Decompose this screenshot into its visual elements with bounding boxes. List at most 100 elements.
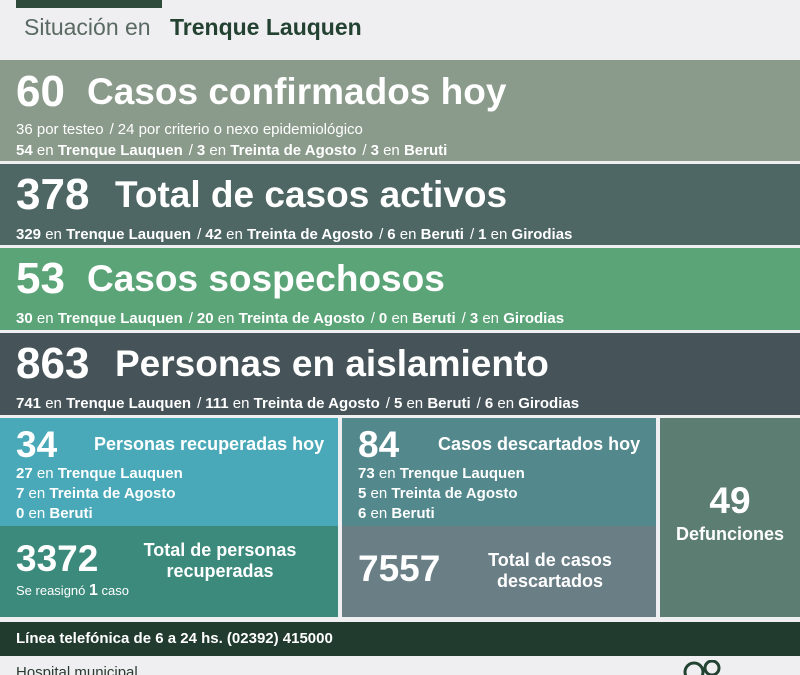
isolation-ta-count: 111 xyxy=(205,395,229,412)
deaths-count: 49 xyxy=(709,480,751,521)
active-band: 378 Total de casos activos 329 en Trenqu… xyxy=(0,164,800,245)
header-prefix: Situación en xyxy=(24,14,151,40)
place-en: en xyxy=(370,505,388,522)
reassigned-note: Se reasignó 1 caso xyxy=(16,582,129,600)
place-tl: Trenque Lauquen xyxy=(66,395,192,412)
place-en: en xyxy=(28,485,46,502)
active-count: 378 xyxy=(16,170,90,219)
place-ta: Treinta de Agosto xyxy=(230,142,357,159)
discarded-today-title: Casos descartados hoy xyxy=(438,434,641,454)
top-accent-bar xyxy=(16,0,162,8)
place-beruti: Beruti xyxy=(391,505,435,522)
place-ta: Treinta de Agosto xyxy=(246,226,374,243)
header: Situación en Trenque Lauquen xyxy=(0,0,800,60)
reassigned-count: 1 xyxy=(89,582,98,599)
phone-text: Línea telefónica de 6 a 24 hs. (02392) 4… xyxy=(16,630,333,647)
place-en: en xyxy=(36,465,54,482)
recovered-today-beruti: 0 en Beruti xyxy=(16,505,93,522)
recovered-tl-count: 27 xyxy=(16,465,33,482)
place-ta: Treinta de Agosto xyxy=(238,310,365,327)
place-en: en xyxy=(209,142,227,159)
place-en: en xyxy=(36,142,54,159)
separator: / xyxy=(385,395,390,412)
place-beruti: Beruti xyxy=(420,226,464,243)
place-beruti: Beruti xyxy=(412,310,456,327)
active-beruti-count: 6 xyxy=(387,226,396,243)
confirmed-count: 60 xyxy=(16,67,65,116)
place-en: en xyxy=(45,226,62,243)
place-en: en xyxy=(226,226,243,243)
recovered-total-label-2: recuperadas xyxy=(166,561,274,581)
reassigned-pre: Se reasignó xyxy=(16,583,86,598)
place-en: en xyxy=(482,310,500,327)
active-breakdown: 329 en Trenque Lauquen/42 en Treinta de … xyxy=(16,226,572,243)
separator: / xyxy=(109,121,114,138)
discarded-today-count: 84 xyxy=(358,424,400,465)
confirmed-tl-count: 54 xyxy=(16,142,33,159)
discarded-total-count: 7557 xyxy=(358,548,441,589)
recovered-today-box: 34 Personas recuperadas hoy 27 en Trenqu… xyxy=(0,418,338,526)
suspected-title: Casos sospechosos xyxy=(87,258,445,299)
active-ta-count: 42 xyxy=(205,226,222,243)
deaths-box: 49 Defunciones xyxy=(660,418,800,617)
separator: / xyxy=(370,310,375,327)
place-en: en xyxy=(497,395,515,412)
discarded-total-box: 7557 Total de casos descartados xyxy=(342,526,656,617)
isolation-title: Personas en aislamiento xyxy=(115,343,549,384)
active-girodias-count: 1 xyxy=(478,226,487,243)
confirmed-by-test: 36 por testeo xyxy=(16,121,104,138)
separator: / xyxy=(197,395,202,412)
isolation-count: 863 xyxy=(16,339,90,388)
discarded-total-label: Total de casos descartados xyxy=(468,550,632,592)
place-ta: Treinta de Agosto xyxy=(253,395,380,412)
discarded-today-box: 84 Casos descartados hoy 73 en Trenque L… xyxy=(342,418,656,526)
confirmed-title: Casos confirmados hoy xyxy=(87,71,507,112)
phone-bar: Línea telefónica de 6 a 24 hs. (02392) 4… xyxy=(0,622,800,656)
recovered-total-count: 3372 xyxy=(16,538,99,579)
recovered-today-title: Personas recuperadas hoy xyxy=(94,434,325,454)
place-en: en xyxy=(406,395,424,412)
place-en: en xyxy=(391,310,409,327)
active-tl-count: 329 xyxy=(16,226,42,243)
confirmed-by-criteria: 24 por criterio o nexo epidemiológico xyxy=(117,121,363,138)
place-tl: Trenque Lauquen xyxy=(57,142,183,159)
suspected-tl-count: 30 xyxy=(16,310,33,327)
place-en: en xyxy=(370,485,388,502)
footer-text: Hospital municipal xyxy=(16,664,138,675)
place-en: en xyxy=(383,142,400,159)
place-beruti: Beruti xyxy=(403,142,448,159)
place-en: en xyxy=(378,465,396,482)
recovered-today-ta: 7 en Treinta de Agosto xyxy=(16,485,176,502)
confirmed-breakdown-type: 36 por testeo /24 por criterio o nexo epi… xyxy=(16,121,363,138)
discarded-today-beruti: 6 en Beruti xyxy=(358,505,435,522)
separator: / xyxy=(469,226,475,243)
place-tl: Trenque Lauquen xyxy=(399,465,525,482)
place-tl: Trenque Lauquen xyxy=(57,310,183,327)
separator: / xyxy=(197,226,202,243)
separator: / xyxy=(188,142,193,159)
isolation-girodias-count: 6 xyxy=(484,395,494,412)
isolation-breakdown: 741 en Trenque Lauquen/111 en Treinta de… xyxy=(16,395,579,412)
place-girodias: Girodias xyxy=(518,395,580,412)
place-girodias: Girodias xyxy=(503,310,565,327)
reassigned-post: caso xyxy=(101,583,130,598)
place-en: en xyxy=(232,395,250,412)
place-ta: Treinta de Agosto xyxy=(391,485,518,502)
recovered-ta-count: 7 xyxy=(16,485,25,502)
isolation-beruti-count: 5 xyxy=(393,395,403,412)
discarded-today-ta: 5 en Treinta de Agosto xyxy=(358,485,518,502)
separator: / xyxy=(476,395,481,412)
suspected-breakdown: 30 en Trenque Lauquen/20 en Treinta de A… xyxy=(16,310,564,327)
discarded-total-label-2: descartados xyxy=(496,571,604,591)
place-beruti: Beruti xyxy=(49,505,93,522)
place-ta: Treinta de Agosto xyxy=(49,485,176,502)
place-en: en xyxy=(36,310,54,327)
place-en: en xyxy=(217,310,235,327)
suspected-beruti-count: 0 xyxy=(378,310,388,327)
discarded-ta-count: 5 xyxy=(358,485,367,502)
suspected-girodias-count: 3 xyxy=(469,310,479,327)
separator: / xyxy=(461,310,466,327)
recovered-total-label: Total de personas recuperadas xyxy=(130,540,310,582)
suspected-band: 53 Casos sospechosos 30 en Trenque Lauqu… xyxy=(0,248,800,330)
recovered-total-label-1: Total de personas xyxy=(143,540,297,560)
